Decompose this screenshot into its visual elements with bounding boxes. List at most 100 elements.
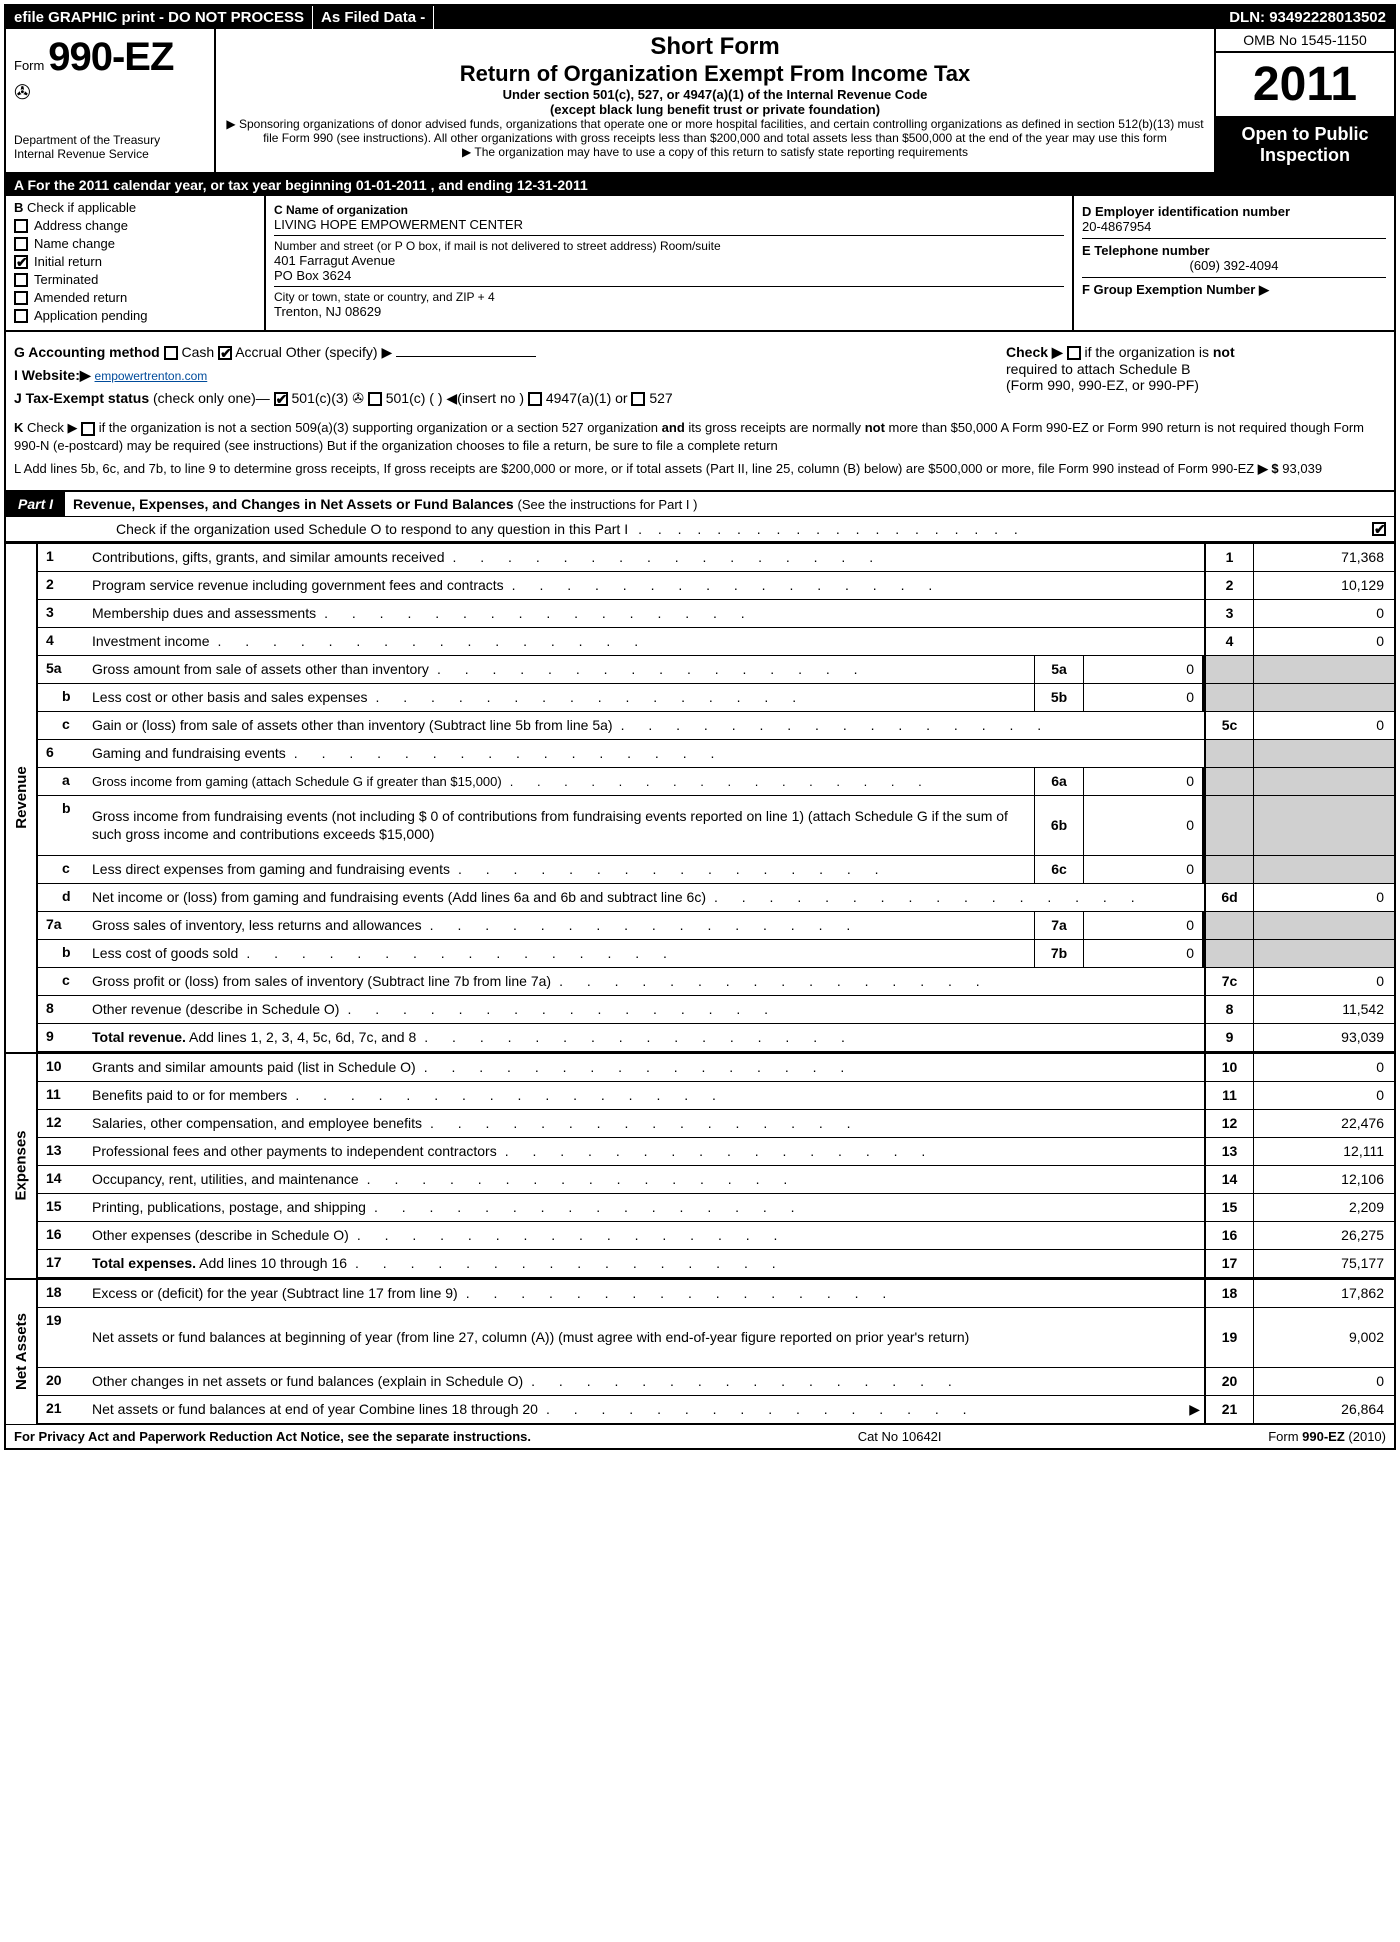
dots-fill: . . . . . . . . . . . . . . . . <box>349 1227 1200 1243</box>
line-row: 3Membership dues and assessments. . . . … <box>38 600 1394 628</box>
grey-cell <box>1204 796 1254 855</box>
applicable-checkbox[interactable] <box>14 237 28 251</box>
j-opt4: 527 <box>649 390 672 406</box>
right-line-number: 12 <box>1204 1110 1254 1137</box>
table-section: Expenses10Grants and similar amounts pai… <box>6 1052 1394 1278</box>
grey-cell <box>1254 940 1394 967</box>
line-number: b <box>38 940 88 967</box>
applicable-checkbox[interactable] <box>14 291 28 305</box>
h-text2: if the organization is <box>1084 344 1212 360</box>
right-line-number: 13 <box>1204 1138 1254 1165</box>
grey-cell <box>1254 768 1394 795</box>
right-value: 0 <box>1254 884 1394 911</box>
open-to-public: Open to Public Inspection <box>1216 118 1394 172</box>
form-prefix: Form <box>14 58 44 73</box>
applicable-checkbox[interactable] <box>14 219 28 233</box>
lines-block: 10Grants and similar amounts paid (list … <box>38 1054 1394 1278</box>
dots-fill: . . . . . . . . . . . . . . . . <box>429 661 1030 677</box>
schedule-o-checkbox[interactable] <box>1372 522 1386 536</box>
h-text4: (Form 990, 990-EZ, or 990-PF) <box>1006 377 1199 393</box>
right-line-number: 10 <box>1204 1054 1254 1081</box>
line-description: Total expenses. Add lines 10 through 16.… <box>88 1250 1204 1277</box>
mid-line-number: 6c <box>1034 856 1084 883</box>
website-link[interactable]: empowertrenton.com <box>95 369 208 383</box>
g-cash: Cash <box>181 344 214 360</box>
applicable-checkbox[interactable] <box>14 309 28 323</box>
right-line-number: 17 <box>1204 1250 1254 1277</box>
d-label: D Employer identification number <box>1082 204 1386 219</box>
line-row: bLess cost or other basis and sales expe… <box>38 684 1394 712</box>
grey-cell <box>1204 656 1254 683</box>
mid-value: 0 <box>1084 912 1204 939</box>
g-other-input[interactable] <box>396 356 536 357</box>
h-checkbox[interactable] <box>1067 346 1081 360</box>
j-501c3-checkbox[interactable] <box>274 392 288 406</box>
line-number: 2 <box>38 572 88 599</box>
j-4947-checkbox[interactable] <box>528 392 542 406</box>
part-1-title-text: Revenue, Expenses, and Changes in Net As… <box>73 496 514 512</box>
dept-treasury: Department of the Treasury <box>14 133 206 147</box>
ein-value: 20-4867954 <box>1082 219 1386 234</box>
e-label: E Telephone number <box>1082 243 1386 258</box>
right-line-number: 19 <box>1204 1308 1254 1367</box>
check-item: Terminated <box>14 272 256 287</box>
side-label-text: Net Assets <box>13 1313 30 1390</box>
applicable-checkbox[interactable] <box>14 273 28 287</box>
side-label-text: Revenue <box>13 766 30 829</box>
g-label: G Accounting method <box>14 344 160 360</box>
topbar: efile GRAPHIC print - DO NOT PROCESS As … <box>6 6 1394 29</box>
line-description: Benefits paid to or for members. . . . .… <box>88 1082 1204 1109</box>
arrow-icon: ▶ <box>1189 1401 1200 1418</box>
grey-cell <box>1254 684 1394 711</box>
j-501c-checkbox[interactable] <box>368 392 382 406</box>
line-number: d <box>38 884 88 911</box>
dots-fill: . . . . . . . . . . . . . . . . <box>286 745 1200 761</box>
right-value: 10,129 <box>1254 572 1394 599</box>
col-def: D Employer identification number 20-4867… <box>1074 196 1394 330</box>
cash-checkbox[interactable] <box>164 346 178 360</box>
line-number: 7a <box>38 912 88 939</box>
right-value: 12,106 <box>1254 1166 1394 1193</box>
right-value: 2,209 <box>1254 1194 1394 1221</box>
line-description: Other expenses (describe in Schedule O).… <box>88 1222 1204 1249</box>
form-number: 990-EZ <box>48 35 173 79</box>
right-line-number: 15 <box>1204 1194 1254 1221</box>
applicable-checkbox[interactable] <box>14 255 28 269</box>
grey-cell <box>1254 856 1394 883</box>
mid-value: 0 <box>1084 768 1204 795</box>
b-label: B <box>14 200 23 215</box>
line-row: 6Gaming and fundraising events. . . . . … <box>38 740 1394 768</box>
l-arrow: ▶ $ <box>1258 461 1279 476</box>
table-section: Revenue 1Contributions, gifts, grants, an… <box>6 542 1394 1052</box>
mid-value: 0 <box>1084 940 1204 967</box>
line-description: Net income or (loss) from gaming and fun… <box>88 884 1204 911</box>
dots-fill: . . . . . . . . . . . . . . . . <box>416 1059 1200 1075</box>
line-description: Gain or (loss) from sale of assets other… <box>88 712 1204 739</box>
line-number: b <box>38 684 88 711</box>
line-row: bGross income from fundraising events (n… <box>38 796 1394 856</box>
right-line-number: 4 <box>1204 628 1254 655</box>
side-label: Expenses <box>6 1054 38 1278</box>
j-527-checkbox[interactable] <box>631 392 645 406</box>
line-row: 14Occupancy, rent, utilities, and mainte… <box>38 1166 1394 1194</box>
mid-line-number: 7a <box>1034 912 1084 939</box>
lines-block: 1Contributions, gifts, grants, and simil… <box>38 544 1394 1052</box>
dots-fill: . . . . . . . . . . . . . . . . <box>339 1001 1200 1017</box>
line-row: cLess direct expenses from gaming and fu… <box>38 856 1394 884</box>
right-line-number: 5c <box>1204 712 1254 739</box>
right-value: 11,542 <box>1254 996 1394 1023</box>
right-value: 0 <box>1254 1082 1394 1109</box>
grey-cell <box>1254 656 1394 683</box>
form-990ez-page: efile GRAPHIC print - DO NOT PROCESS As … <box>4 4 1396 1450</box>
check-label: Application pending <box>34 308 147 323</box>
accrual-checkbox[interactable] <box>218 346 232 360</box>
right-line-number: 9 <box>1204 1024 1254 1051</box>
grey-cell <box>1204 856 1254 883</box>
k-checkbox[interactable] <box>81 422 95 436</box>
part-1-title: Revenue, Expenses, and Changes in Net As… <box>65 492 705 516</box>
header: Form 990-EZ ✇ Department of the Treasury… <box>6 29 1394 174</box>
org-name: LIVING HOPE EMPOWERMENT CENTER <box>274 217 1064 232</box>
right-value: 22,476 <box>1254 1110 1394 1137</box>
as-filed: As Filed Data - <box>313 6 434 29</box>
h-not: not <box>1213 344 1235 360</box>
